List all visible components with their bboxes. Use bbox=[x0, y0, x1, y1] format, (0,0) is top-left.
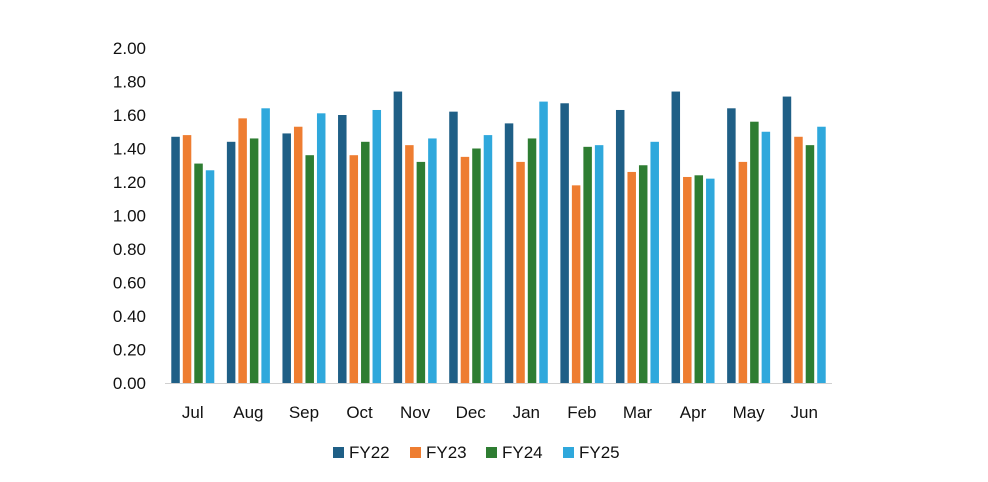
x-tick-label: Feb bbox=[567, 403, 596, 422]
x-tick-label: Jul bbox=[182, 403, 204, 422]
bar-fy23-jul bbox=[182, 135, 192, 383]
x-tick-label: Jan bbox=[513, 403, 540, 422]
y-axis-ticks: 0.00 0.20 0.40 0.60 0.80 1.00 1.20 1.40 1.60 1.80… bbox=[113, 39, 146, 393]
bar-fy24-aug bbox=[249, 138, 259, 383]
bar-fy24-nov bbox=[416, 161, 426, 383]
x-tick-label: May bbox=[733, 403, 766, 422]
y-tick-label: 1.20 bbox=[113, 173, 146, 192]
y-tick-label: 2.00 bbox=[113, 39, 146, 58]
bar-fy25-mar bbox=[650, 141, 659, 383]
x-tick-label: Oct bbox=[346, 403, 373, 422]
bar-fy24-dec bbox=[472, 148, 481, 383]
bar-fy25-jun bbox=[817, 126, 826, 383]
bar-fy22-jul bbox=[171, 136, 180, 383]
bar-fy23-feb bbox=[571, 185, 581, 383]
bar-fy23-apr bbox=[683, 176, 692, 383]
bar-fy25-aug bbox=[261, 108, 270, 384]
bar-fy22-aug bbox=[226, 141, 236, 383]
bar-fy22-feb bbox=[560, 103, 569, 383]
x-tick-label: Nov bbox=[400, 403, 431, 422]
x-tick-label: Sep bbox=[289, 403, 319, 422]
legend-label-fy23: FY23 bbox=[426, 443, 467, 462]
bar-fy25-may bbox=[761, 131, 771, 383]
bar-fy23-jun bbox=[794, 136, 803, 383]
bar-fy23-oct bbox=[349, 155, 359, 383]
bar-fy23-aug bbox=[238, 118, 247, 383]
legend-swatch-fy24 bbox=[486, 447, 497, 458]
legend-label-fy24: FY24 bbox=[502, 443, 543, 462]
x-tick-label: Dec bbox=[456, 403, 487, 422]
bar-fy24-feb bbox=[583, 146, 592, 383]
bar-fy22-may bbox=[727, 108, 736, 384]
bar-fy23-nov bbox=[405, 145, 414, 383]
bar-fy22-jan bbox=[504, 123, 514, 384]
x-tick-label: Apr bbox=[680, 403, 707, 422]
bars-group bbox=[171, 91, 826, 384]
bar-fy25-jul bbox=[205, 170, 215, 383]
bar-fy24-oct bbox=[361, 141, 370, 383]
bar-fy22-dec bbox=[449, 111, 458, 384]
legend-swatch-fy25 bbox=[563, 447, 574, 458]
bar-fy22-oct bbox=[338, 115, 347, 383]
bar-fy23-may bbox=[738, 161, 748, 383]
bar-fy24-apr bbox=[694, 175, 704, 383]
bar-fy25-apr bbox=[706, 178, 715, 383]
y-tick-label: 1.60 bbox=[113, 106, 146, 125]
bar-fy24-may bbox=[750, 121, 759, 383]
bar-fy24-jan bbox=[527, 138, 537, 383]
y-tick-label: 1.00 bbox=[113, 207, 146, 226]
y-tick-label: 0.20 bbox=[113, 341, 146, 360]
bar-fy24-sep bbox=[305, 155, 314, 383]
y-tick-label: 0.80 bbox=[113, 240, 146, 259]
bar-fy25-sep bbox=[316, 113, 326, 383]
x-tick-label: Jun bbox=[790, 403, 817, 422]
y-tick-label: 1.40 bbox=[113, 140, 146, 159]
bar-fy24-mar bbox=[638, 165, 648, 383]
bar-fy23-mar bbox=[627, 171, 636, 383]
bar-fy23-sep bbox=[293, 126, 303, 383]
legend-label-fy25: FY25 bbox=[579, 443, 620, 462]
legend-swatch-fy23 bbox=[410, 447, 421, 458]
y-tick-label: 0.60 bbox=[113, 274, 146, 293]
bar-fy25-nov bbox=[428, 138, 437, 383]
bar-fy25-oct bbox=[372, 109, 382, 383]
y-tick-label: 1.80 bbox=[113, 73, 146, 92]
bar-fy22-jun bbox=[782, 96, 792, 383]
x-tick-label: Mar bbox=[623, 403, 653, 422]
bar-fy23-dec bbox=[460, 156, 470, 383]
bar-fy22-mar bbox=[615, 109, 625, 383]
x-axis-ticks: Jul Aug Sep Oct Nov Dec Jan Feb Mar Apr May Jun bbox=[182, 403, 818, 422]
bar-fy25-dec bbox=[483, 135, 493, 383]
bar-fy25-feb bbox=[594, 145, 604, 383]
x-tick-label: Aug bbox=[233, 403, 263, 422]
bar-fy22-apr bbox=[671, 91, 681, 384]
legend-swatch-fy22 bbox=[333, 447, 344, 458]
bar-fy25-jan bbox=[539, 101, 548, 383]
bar-fy24-jun bbox=[805, 145, 815, 383]
legend-label-fy22: FY22 bbox=[349, 443, 390, 462]
bar-fy22-nov bbox=[393, 91, 403, 384]
y-tick-label: 0.00 bbox=[113, 374, 146, 393]
y-tick-label: 0.40 bbox=[113, 307, 146, 326]
bar-fy23-jan bbox=[516, 161, 525, 383]
bar-fy24-jul bbox=[194, 163, 203, 383]
legend: FY22 FY23 FY24 FY25 bbox=[333, 443, 620, 462]
bar-fy22-sep bbox=[282, 133, 291, 383]
